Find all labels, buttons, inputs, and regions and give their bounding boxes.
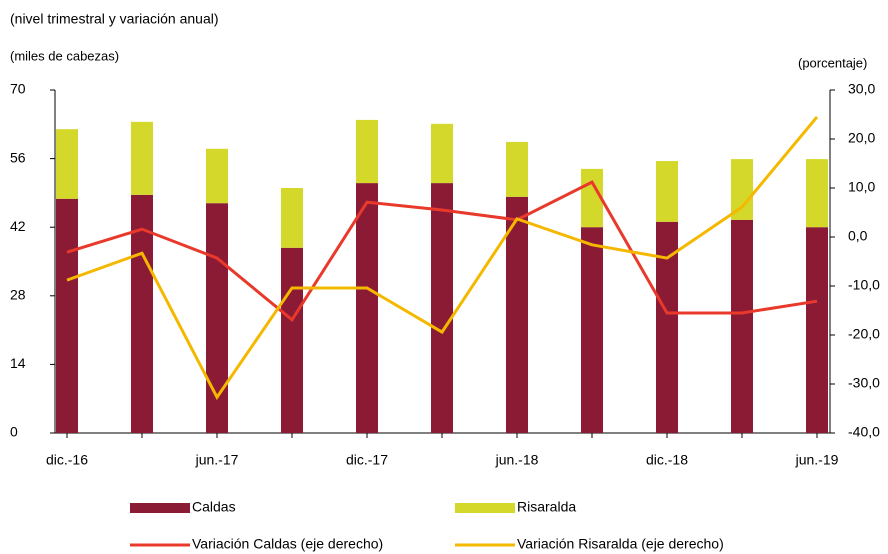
bar: [581, 227, 603, 433]
bar: [131, 121, 153, 195]
x-tick-label: dic.-17: [346, 452, 388, 468]
bar: [656, 161, 678, 222]
y2-tick-label: -30,0: [848, 375, 880, 391]
bar: [656, 221, 678, 433]
bar: [56, 129, 78, 199]
legend-label: Caldas: [192, 499, 236, 515]
x-tick-label: jun.-17: [195, 452, 239, 468]
chart-subtitle: (nivel trimestral y variación anual): [10, 11, 219, 27]
legend-label: Risaralda: [517, 499, 576, 515]
bar: [431, 123, 453, 184]
bar: [806, 227, 828, 433]
y2-tick-label: -10,0: [848, 277, 880, 293]
legend-label: Variación Caldas (eje derecho): [192, 536, 383, 552]
y2-tick-label: 30,0: [848, 81, 875, 97]
line: [66, 180, 818, 323]
y2-tick-label: 0,0: [848, 228, 868, 244]
bar: [506, 141, 528, 197]
y-tick-label: 56: [10, 149, 26, 165]
bar: [731, 159, 753, 220]
x-tick-label: dic.-18: [646, 452, 688, 468]
bar: [356, 183, 378, 433]
y2-tick-label: -40,0: [848, 424, 880, 440]
x-tick-label: jun.-18: [495, 452, 539, 468]
y2-tick-label: 10,0: [848, 179, 875, 195]
x-tick-label: dic.-16: [46, 452, 88, 468]
y-axis-label: (miles de cabezas): [10, 48, 119, 63]
y2-tick-label: 20,0: [848, 130, 875, 146]
bar: [281, 247, 303, 433]
bar: [806, 159, 828, 228]
y-tick-label: 42: [10, 218, 26, 234]
bar: [206, 148, 228, 204]
y-tick-label: 14: [10, 355, 26, 371]
bar: [206, 203, 228, 433]
legend-label: Variación Risaralda (eje derecho): [517, 536, 724, 552]
y-tick-label: 0: [10, 424, 18, 440]
legend-swatch: [455, 503, 515, 513]
line: [66, 115, 819, 401]
bar: [431, 183, 453, 433]
bar: [281, 188, 303, 248]
bar: [356, 119, 378, 184]
y2-axis-label: (porcentaje): [798, 55, 867, 70]
y-tick-label: 70: [10, 81, 26, 97]
bar: [506, 196, 528, 433]
y2-tick-label: -20,0: [848, 326, 880, 342]
y-tick-label: 28: [10, 287, 26, 303]
legend-swatch: [130, 503, 190, 513]
bar: [731, 219, 753, 433]
x-tick-label: jun.-19: [795, 452, 839, 468]
bar: [56, 198, 78, 433]
